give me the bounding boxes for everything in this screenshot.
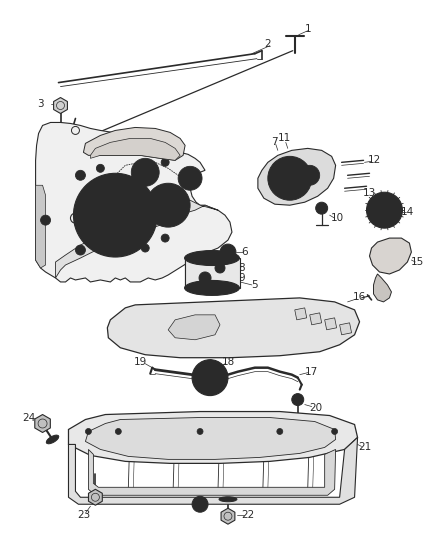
Text: 9: 9: [239, 273, 245, 283]
Text: 7: 7: [272, 138, 278, 148]
Text: 16: 16: [353, 292, 366, 302]
Circle shape: [141, 244, 149, 252]
Circle shape: [96, 164, 104, 172]
Polygon shape: [68, 438, 357, 504]
Polygon shape: [35, 415, 50, 432]
Circle shape: [95, 195, 135, 235]
Ellipse shape: [184, 280, 240, 295]
Text: 3: 3: [37, 99, 44, 109]
Bar: [185, 258, 240, 288]
Polygon shape: [107, 298, 360, 358]
Circle shape: [161, 158, 169, 166]
Text: 17: 17: [305, 367, 318, 377]
Polygon shape: [88, 489, 102, 505]
Circle shape: [41, 215, 50, 225]
Text: 13: 13: [363, 188, 376, 198]
Circle shape: [192, 360, 228, 395]
Text: 10: 10: [331, 213, 344, 223]
Polygon shape: [53, 98, 67, 114]
Circle shape: [300, 165, 320, 185]
Circle shape: [81, 180, 150, 250]
Polygon shape: [56, 200, 218, 278]
Polygon shape: [374, 274, 392, 302]
Text: 8: 8: [239, 263, 245, 273]
Text: 24: 24: [22, 413, 35, 423]
Circle shape: [367, 192, 403, 228]
Polygon shape: [35, 185, 46, 268]
Circle shape: [316, 202, 328, 214]
Polygon shape: [35, 123, 232, 282]
Circle shape: [146, 183, 190, 227]
Circle shape: [332, 429, 338, 434]
Text: 15: 15: [411, 257, 424, 267]
Circle shape: [178, 166, 202, 190]
Text: 1: 1: [304, 24, 311, 34]
Text: 18: 18: [221, 357, 235, 367]
Circle shape: [153, 190, 183, 220]
Circle shape: [86, 236, 95, 244]
Polygon shape: [295, 308, 307, 320]
Circle shape: [215, 263, 225, 273]
Polygon shape: [310, 313, 321, 325]
Circle shape: [85, 429, 92, 434]
Text: 21: 21: [358, 442, 371, 453]
Polygon shape: [68, 411, 357, 463]
Polygon shape: [258, 148, 336, 205]
Circle shape: [192, 496, 208, 512]
Text: 12: 12: [368, 155, 381, 165]
Ellipse shape: [219, 497, 237, 502]
Circle shape: [74, 173, 157, 257]
Text: 11: 11: [278, 133, 291, 143]
Text: 20: 20: [309, 402, 322, 413]
Polygon shape: [325, 318, 337, 330]
Polygon shape: [221, 508, 235, 524]
Polygon shape: [90, 139, 180, 160]
Text: 22: 22: [241, 510, 254, 520]
Text: 5: 5: [251, 280, 258, 290]
Polygon shape: [83, 127, 185, 160]
Circle shape: [276, 164, 304, 192]
Text: 23: 23: [77, 510, 90, 520]
Text: 14: 14: [401, 207, 414, 217]
Circle shape: [115, 429, 121, 434]
Circle shape: [199, 272, 211, 284]
Circle shape: [277, 429, 283, 434]
Circle shape: [268, 156, 312, 200]
Polygon shape: [168, 315, 220, 340]
Circle shape: [200, 368, 220, 387]
Text: 4: 4: [35, 195, 42, 205]
Text: 6: 6: [242, 247, 248, 257]
Circle shape: [131, 158, 159, 186]
Ellipse shape: [184, 251, 240, 265]
Polygon shape: [88, 449, 336, 495]
Text: 2: 2: [265, 39, 271, 49]
Circle shape: [75, 245, 85, 255]
Circle shape: [292, 393, 304, 406]
Circle shape: [75, 171, 85, 180]
Circle shape: [220, 244, 236, 260]
Polygon shape: [370, 238, 411, 274]
Circle shape: [161, 234, 169, 242]
Polygon shape: [85, 417, 336, 459]
Circle shape: [377, 202, 392, 218]
Ellipse shape: [46, 435, 59, 444]
Polygon shape: [339, 323, 352, 335]
Circle shape: [197, 429, 203, 434]
Text: 19: 19: [134, 357, 147, 367]
